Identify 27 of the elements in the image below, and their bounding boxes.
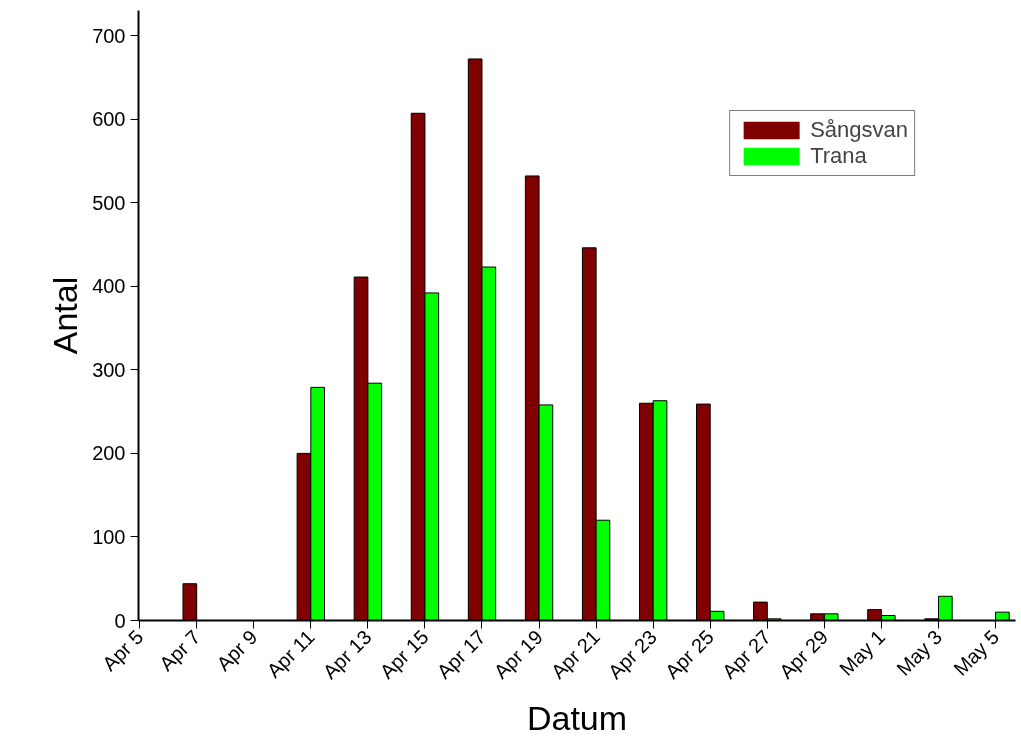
x-tick-label: Apr 23 bbox=[603, 625, 661, 683]
y-tick-label: 300 bbox=[92, 358, 126, 381]
x-tick-label: Apr 25 bbox=[660, 625, 719, 683]
x-tick-label: Apr 21 bbox=[546, 625, 604, 683]
x-tick-label: Apr 11 bbox=[262, 625, 319, 682]
x-tick-label: Apr 7 bbox=[155, 625, 205, 676]
x-tick-label: Apr 27 bbox=[717, 625, 776, 683]
x-tick-label: Apr 13 bbox=[318, 625, 376, 683]
x-tick-label: Apr 9 bbox=[212, 625, 262, 676]
x-axis-title: Datum bbox=[526, 698, 628, 737]
x-tick-label: May 1 bbox=[835, 625, 890, 680]
x-tick-label: Apr 29 bbox=[774, 625, 833, 683]
y-tick-label: 200 bbox=[92, 442, 126, 465]
x-tick-label: Apr 15 bbox=[375, 625, 433, 683]
x-tick-label: Apr 17 bbox=[432, 625, 490, 683]
y-tick-label: 700 bbox=[92, 24, 126, 47]
legend-label: Trana bbox=[810, 143, 867, 169]
x-tick-label: Apr 19 bbox=[489, 625, 547, 683]
legend-label: Sångsvan bbox=[810, 117, 908, 143]
y-tick-label: 600 bbox=[92, 108, 126, 131]
y-tick-label: 100 bbox=[92, 525, 126, 548]
y-axis-title: Antal bbox=[46, 276, 85, 355]
x-tick-label: May 3 bbox=[892, 625, 947, 680]
x-tick-label: May 5 bbox=[949, 625, 1004, 680]
y-tick-label: 500 bbox=[92, 191, 126, 214]
y-tick-label: 0 bbox=[114, 609, 126, 632]
y-tick-label: 400 bbox=[92, 275, 126, 298]
